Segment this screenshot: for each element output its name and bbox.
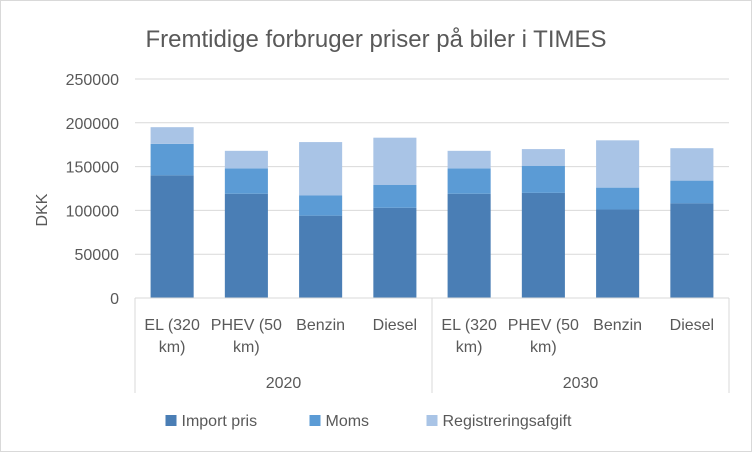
category-label: Benzin	[296, 317, 345, 334]
bar-segment	[596, 187, 640, 210]
legend-label: Registreringsafgift	[443, 413, 573, 430]
category-label: PHEV (50 km)	[211, 317, 282, 356]
y-tick-label: 50000	[75, 247, 120, 264]
legend-label: Import pris	[182, 413, 258, 430]
bar-segment	[447, 150, 491, 169]
group-label: 2030	[563, 375, 599, 392]
y-tick-label: 150000	[66, 160, 119, 177]
bar-segment	[224, 168, 268, 194]
bar-segment	[373, 207, 417, 298]
group-label: 2020	[266, 375, 302, 392]
category-label: Diesel	[373, 317, 417, 334]
bar-segment	[299, 215, 343, 298]
y-tick-label: 0	[110, 291, 119, 308]
gridlines	[135, 78, 729, 255]
bar-segment	[299, 195, 343, 216]
y-tick-label: 250000	[66, 72, 119, 89]
category-label: PHEV (50 km)	[508, 317, 579, 356]
legend-swatch	[165, 415, 177, 426]
bar-segment	[224, 150, 268, 169]
legend-swatch	[426, 415, 438, 426]
chart-title: Fremtidige forbruger priser på biler i T…	[145, 26, 606, 53]
bar-segment	[447, 193, 491, 298]
bar-segment	[373, 137, 417, 185]
bar-segment	[596, 140, 640, 188]
category-label: EL (320 km)	[144, 317, 200, 356]
bar-segment	[670, 148, 714, 181]
bar-segment	[521, 149, 565, 166]
legend-label: Moms	[326, 413, 370, 430]
category-label: Diesel	[670, 317, 714, 334]
y-axis-label: DKK	[34, 193, 51, 226]
category-label: EL (320 km)	[441, 317, 497, 356]
bar-segment	[447, 168, 491, 194]
bar-segment	[299, 142, 343, 196]
legend: Import pris Moms Registreringsafgift	[165, 413, 573, 430]
bar-segment	[521, 165, 565, 193]
bars	[150, 127, 714, 298]
bar-segment	[150, 127, 194, 144]
bar-segment	[596, 209, 640, 298]
y-tick-label: 100000	[66, 203, 119, 220]
category-label: Benzin	[593, 317, 642, 334]
legend-swatch	[309, 415, 321, 426]
bar-segment	[373, 184, 417, 208]
bar-segment	[670, 180, 714, 204]
bar-segment	[521, 192, 565, 298]
y-tick-label: 200000	[66, 116, 119, 133]
y-axis-ticks: 0 50000 100000 150000 200000 250000	[66, 72, 119, 308]
bar-segment	[150, 143, 194, 176]
bar-segment	[150, 175, 194, 298]
bar-segment	[670, 203, 714, 298]
x-axis: EL (320 km) PHEV (50 km) Benzin Diesel EL (320…	[134, 297, 730, 393]
bar-segment	[224, 193, 268, 298]
